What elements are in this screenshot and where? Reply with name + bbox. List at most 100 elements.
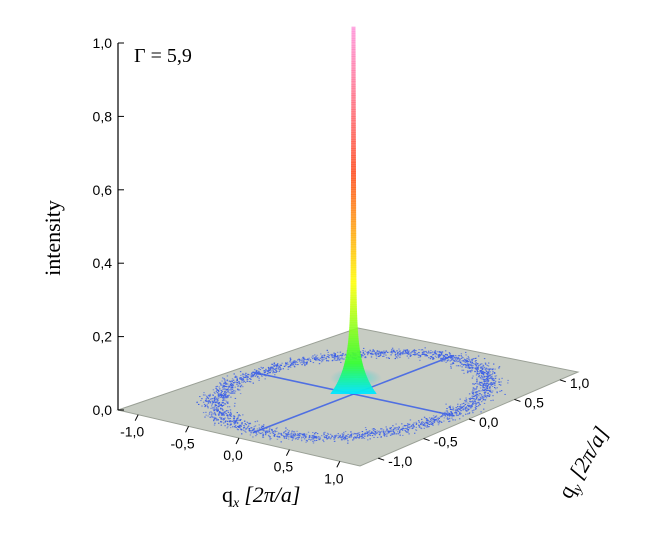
ring-point <box>274 364 277 366</box>
ring-point <box>467 367 469 369</box>
ring-point <box>302 434 304 436</box>
ring-point <box>291 436 293 438</box>
ring-point <box>324 437 327 439</box>
ring-point <box>213 410 215 412</box>
ring-point <box>278 436 280 438</box>
ring-point <box>237 417 239 419</box>
ring-point <box>297 437 299 439</box>
ring-point <box>395 429 397 431</box>
ring-point <box>433 358 435 360</box>
peak-segment <box>350 221 357 225</box>
ring-point <box>468 363 470 365</box>
ring-point <box>297 435 300 437</box>
ring-point <box>431 418 433 420</box>
ring-point <box>292 363 295 365</box>
ring-point <box>337 436 340 438</box>
x-tick-mark <box>185 426 190 433</box>
ring-point <box>440 351 442 353</box>
ring-point <box>475 364 477 366</box>
ring-point <box>471 369 473 371</box>
ring-point <box>236 418 238 420</box>
ring-point <box>325 357 327 359</box>
ring-point <box>421 421 423 423</box>
ring-point <box>430 423 432 425</box>
ring-point <box>395 353 397 355</box>
ring-point <box>285 436 288 438</box>
ring-point <box>452 358 454 360</box>
ring-point <box>333 436 335 438</box>
ring-point <box>453 360 455 362</box>
ring-point <box>256 420 259 422</box>
ring-point <box>202 412 205 414</box>
ring-point <box>472 402 474 404</box>
ring-point <box>432 357 434 359</box>
ring-point <box>245 375 248 377</box>
ring-point <box>471 366 474 368</box>
ring-point <box>222 384 224 386</box>
gamma-annotation: Γ = 5,9 <box>134 45 192 67</box>
ring-point <box>229 415 231 417</box>
ring-point <box>376 436 379 438</box>
ring-point <box>259 428 261 430</box>
ring-point <box>358 432 361 434</box>
ring-point <box>196 402 198 404</box>
ring-point <box>225 393 227 395</box>
ring-point <box>478 382 481 384</box>
ring-point <box>466 370 469 372</box>
ring-point <box>480 367 483 369</box>
ring-point <box>343 433 345 435</box>
x-tick-label: 0,5 <box>274 459 294 475</box>
ring-point <box>457 355 460 357</box>
ring-point <box>385 357 388 359</box>
ring-point <box>406 349 409 351</box>
ring-point <box>290 361 292 363</box>
ring-point <box>227 411 230 413</box>
ring-point <box>415 429 418 431</box>
ring-point <box>227 410 229 412</box>
ring-point <box>435 415 438 417</box>
ring-point <box>276 370 278 372</box>
ring-point <box>474 357 476 359</box>
ring-point <box>484 388 487 390</box>
ring-point <box>196 401 198 403</box>
ring-point <box>402 350 405 352</box>
ring-point <box>307 431 310 433</box>
ring-point <box>211 403 213 405</box>
ring-point <box>375 355 378 357</box>
ring-point <box>466 365 468 367</box>
ring-point <box>452 407 455 409</box>
ring-point <box>276 364 278 366</box>
ring-point <box>370 356 373 358</box>
ring-point <box>464 363 466 365</box>
ring-point <box>477 393 479 395</box>
ring-point <box>399 353 401 355</box>
ring-point <box>252 382 254 384</box>
ring-point <box>467 366 469 368</box>
ring-point <box>240 425 242 427</box>
ring-point <box>500 390 503 392</box>
ring-point <box>334 436 336 438</box>
ring-point <box>231 384 233 386</box>
ring-point <box>230 387 232 389</box>
x-tick-mark <box>134 414 139 421</box>
ring-point <box>286 363 288 365</box>
ring-point <box>228 380 230 382</box>
ring-point <box>277 365 279 367</box>
ring-point <box>350 434 352 436</box>
ring-point <box>320 353 322 355</box>
peak-segment <box>351 171 356 174</box>
ring-point <box>352 439 354 441</box>
ring-point <box>421 353 424 355</box>
peak-segment <box>351 58 356 62</box>
ring-point <box>315 432 317 434</box>
ring-point <box>313 357 315 359</box>
ring-point <box>255 432 258 434</box>
x-tick-mark <box>285 449 290 456</box>
ring-point <box>463 372 465 374</box>
ring-point <box>492 383 495 385</box>
ring-point <box>312 358 314 360</box>
ring-point <box>212 389 215 391</box>
ring-point <box>465 364 467 366</box>
ring-point <box>255 371 257 373</box>
ring-point <box>378 433 381 435</box>
